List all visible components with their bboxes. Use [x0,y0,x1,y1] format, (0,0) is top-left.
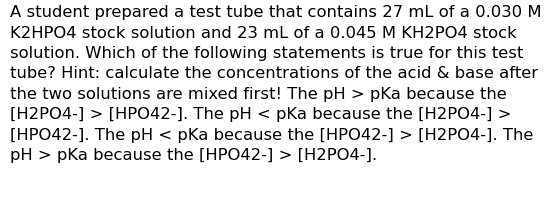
Text: A student prepared a test tube that contains 27 mL of a 0.030 M
K2HPO4 stock sol: A student prepared a test tube that cont… [10,5,542,163]
